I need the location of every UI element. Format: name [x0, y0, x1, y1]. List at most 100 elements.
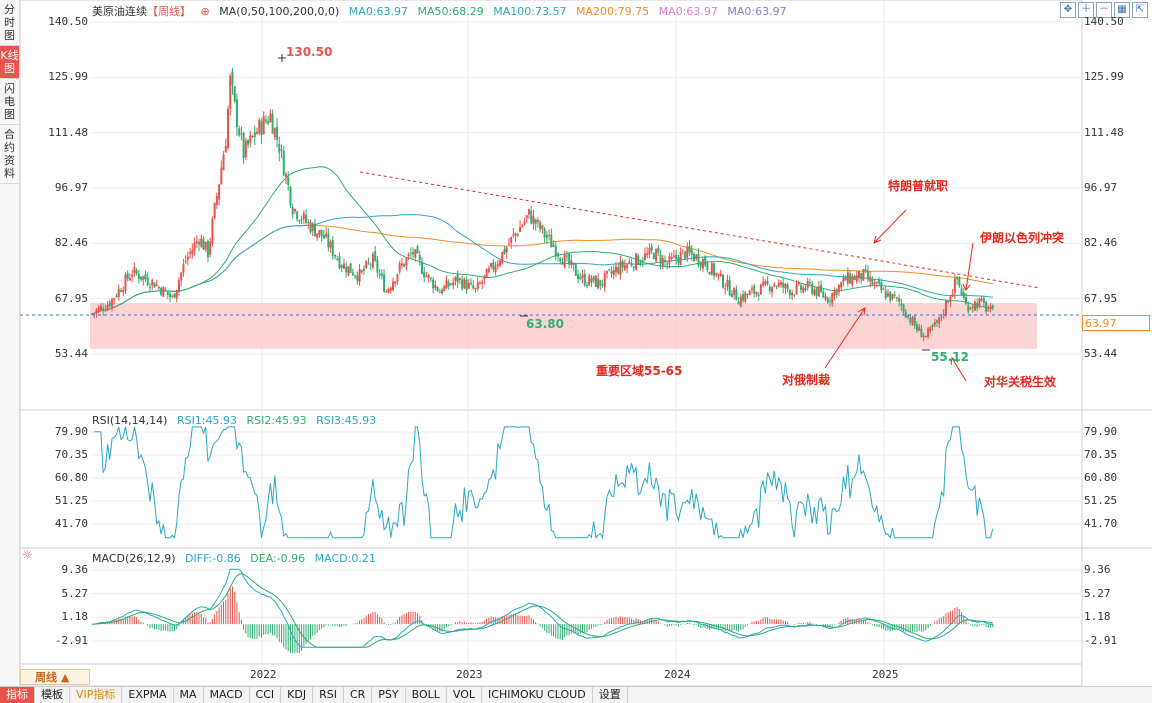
candle-body — [655, 248, 658, 262]
candle-body — [951, 294, 954, 297]
macd-axis-label: -2.91 — [54, 634, 88, 647]
candle-body — [144, 274, 147, 280]
candle-body — [383, 274, 386, 292]
rsi-axis-label: 51.25 — [54, 494, 88, 507]
period-selector[interactable]: 周线 ▲ — [20, 669, 90, 685]
candle-body — [151, 279, 154, 286]
candle-body — [710, 263, 713, 275]
indicator-tab-2[interactable]: VIP指标 — [70, 687, 123, 703]
candle-body — [392, 281, 394, 291]
price-axis-label: 96.97 — [54, 181, 88, 194]
restore-icon[interactable]: ⇱ — [1132, 2, 1148, 18]
rsi-path — [94, 426, 994, 540]
indicator-tab-3[interactable]: EXPMA — [122, 687, 174, 703]
annotation-arrows — [824, 209, 974, 382]
indicator-tab-5[interactable]: MACD — [204, 687, 250, 703]
candle-body — [637, 255, 640, 265]
candle-body — [329, 241, 332, 248]
candle-body — [688, 245, 691, 253]
candle-body — [842, 277, 845, 282]
indicator-tab-12[interactable]: VOL — [447, 687, 483, 703]
macd-value: MACD:0.21 — [314, 552, 376, 565]
candle-body — [619, 261, 622, 275]
candle-body — [588, 275, 591, 286]
grid-icon[interactable]: ▦ — [1114, 2, 1130, 18]
candle-body — [124, 274, 127, 292]
macd-name: MACD(26,12,9) — [92, 552, 176, 565]
indicator-tab-13[interactable]: ICHIMOKU CLOUD — [482, 687, 593, 703]
zone-label: 重要区域55-65 — [596, 364, 683, 378]
candle-body — [670, 257, 673, 259]
indicator-bar: 指标 模板 VIP指标 EXPMA MA MACD CCI KDJ RSI CR PSY BOLL VO… — [0, 686, 1152, 703]
candle-body — [447, 282, 450, 287]
candle-body — [369, 264, 372, 266]
candle-body — [786, 284, 789, 290]
ma50-value: MA50:68.29 — [417, 5, 484, 18]
candle-body — [701, 258, 704, 269]
candle-body — [316, 233, 319, 238]
indicator-tab-9[interactable]: CR — [344, 687, 373, 703]
candle-body — [909, 317, 912, 323]
tab-contract-info[interactable]: 合约资料 — [0, 125, 19, 184]
candle-body — [282, 150, 285, 176]
macd-settings-icon[interactable]: ☼ — [22, 548, 33, 562]
candle-body — [463, 278, 466, 289]
diff-value: DIFF:-0.86 — [185, 552, 241, 565]
candle-body — [356, 275, 359, 281]
candle-body — [532, 216, 535, 224]
candle-body — [949, 297, 952, 302]
zoom-out-icon[interactable]: － — [1096, 2, 1112, 18]
candle-body — [336, 259, 339, 261]
tab-timeshare[interactable]: 分时图 — [0, 0, 19, 46]
candle-body — [554, 246, 557, 257]
indicator-tab-7[interactable]: KDJ — [281, 687, 314, 703]
candle-body — [481, 281, 484, 284]
indicator-tab-11[interactable]: BOLL — [406, 687, 447, 703]
indicator-tab-8[interactable]: RSI — [313, 687, 344, 703]
price-axis-label: 82.46 — [54, 236, 88, 250]
candle-body — [251, 136, 254, 138]
candle-body — [556, 253, 559, 257]
indicator-tab-6[interactable]: CCI — [250, 687, 282, 703]
candle-body — [991, 305, 994, 309]
candle-body — [811, 283, 814, 294]
candle-body — [102, 308, 105, 311]
candle-body — [958, 277, 961, 286]
rsi-legend: RSI(14,14,14) RSI1:45.93 RSI2:45.93 RSI3… — [92, 414, 382, 427]
candle-body — [726, 280, 729, 287]
expand-icon[interactable]: ✥ — [1060, 2, 1076, 18]
candle-body — [704, 256, 707, 266]
ma100-value: MA100:73.57 — [493, 5, 567, 18]
candle-body — [327, 234, 330, 248]
kline-chart[interactable] — [20, 0, 1152, 686]
chart-area[interactable]: 美原油连续【周线】 ⊕ MA(0,50,100,200,0,0) MA0:63.… — [20, 0, 1152, 686]
candle-body — [338, 256, 341, 269]
candle-body — [744, 292, 747, 302]
candle-body — [871, 278, 874, 285]
tab-kline[interactable]: K线图 — [0, 46, 19, 79]
candle-body — [902, 304, 905, 313]
indicator-tab-4[interactable]: MA — [174, 687, 204, 703]
candle-body — [915, 324, 918, 331]
zoom-in-icon[interactable]: ＋ — [1078, 2, 1094, 18]
tab-flash-chart[interactable]: 闪电图 — [0, 79, 19, 125]
candle-body — [864, 269, 867, 272]
candle-body — [639, 262, 642, 264]
ma200-line — [91, 224, 993, 315]
candle-body — [585, 284, 588, 286]
candle-body — [255, 131, 258, 134]
indicator-tab-14[interactable]: 设置 — [593, 687, 628, 703]
candle-body — [543, 228, 546, 238]
candle-body — [900, 303, 903, 306]
candle-body — [278, 143, 281, 153]
dea-path — [91, 573, 993, 648]
add-indicator-icon[interactable]: ⊕ — [200, 5, 210, 18]
candle-body — [965, 297, 968, 305]
low-2023-label: 63.80 — [526, 317, 564, 331]
indicator-tab-10[interactable]: PSY — [372, 687, 406, 703]
candle-body — [162, 287, 165, 297]
candle-body — [641, 260, 644, 262]
indicator-tab-0[interactable]: 指标 — [0, 687, 35, 703]
indicator-tab-1[interactable]: 模板 — [35, 687, 70, 703]
candles — [91, 67, 994, 342]
